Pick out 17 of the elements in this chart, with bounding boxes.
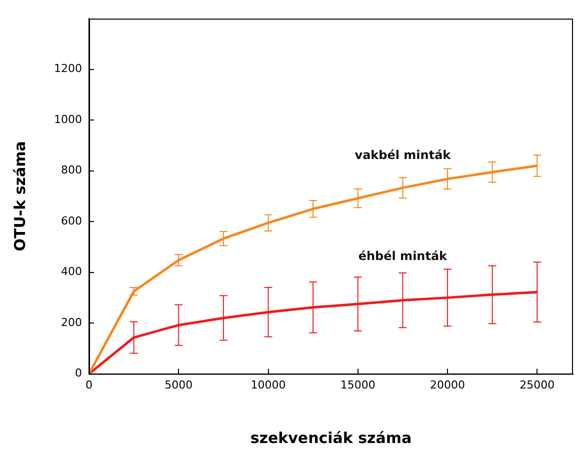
series-label: vakbél minták	[354, 148, 452, 162]
x-axis-title: szekvenciák száma	[250, 428, 412, 447]
y-tick-label: 400	[60, 265, 82, 278]
x-tick-label: 25000	[520, 378, 555, 392]
x-tick-label: 0	[85, 378, 92, 392]
y-tick-label: 0	[74, 366, 82, 380]
x-tick-label: 15000	[340, 378, 376, 392]
x-tick-label: 5000	[164, 378, 193, 392]
y-tick-label: 600	[60, 214, 82, 228]
y-tick-label: 800	[60, 164, 82, 177]
x-tick-label: 20000	[430, 378, 466, 392]
y-tick-label: 1000	[54, 112, 82, 126]
text: éhbél minták	[358, 248, 448, 263]
y-tick-label: 200	[60, 316, 82, 329]
x-tick-label: 10000	[250, 378, 286, 392]
y-axis-title: OTU-k száma	[10, 141, 29, 252]
y-tick-label: 1200	[54, 62, 82, 76]
